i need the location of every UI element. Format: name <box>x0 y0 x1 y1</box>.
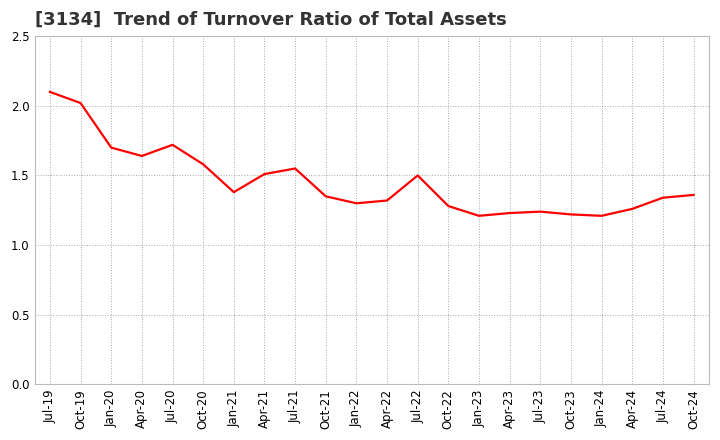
Text: [3134]  Trend of Turnover Ratio of Total Assets: [3134] Trend of Turnover Ratio of Total … <box>35 11 506 29</box>
